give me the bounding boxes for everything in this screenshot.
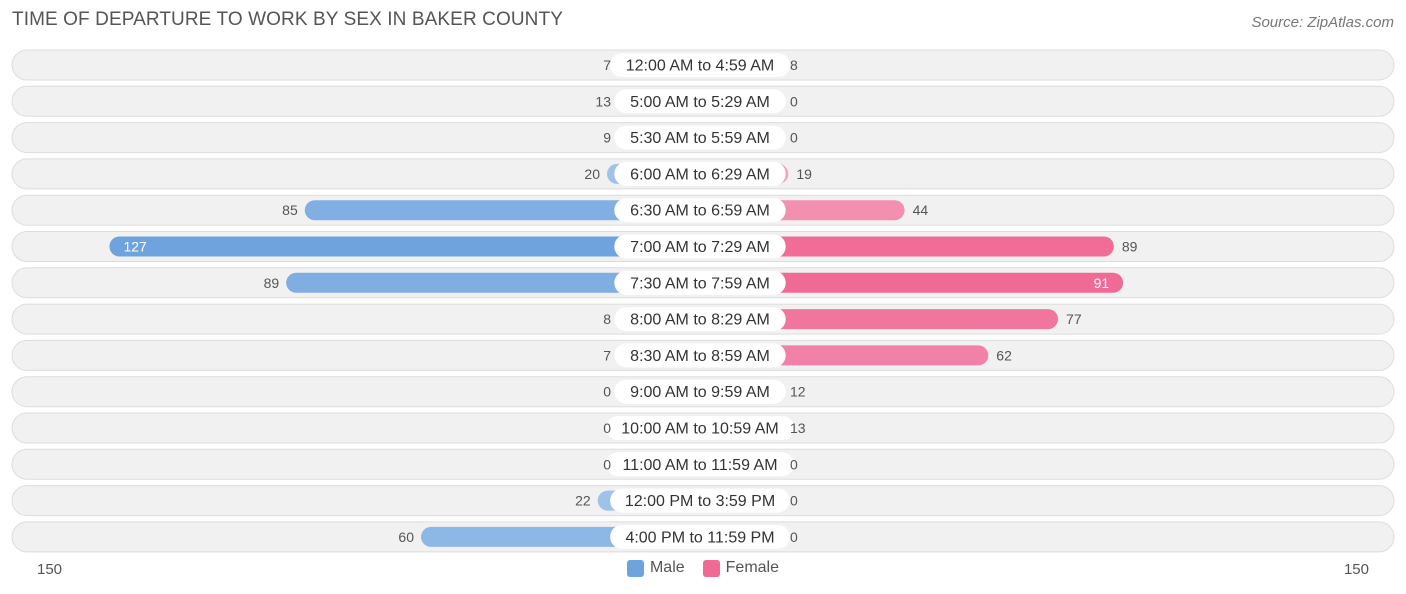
- category-label-pill: [614, 198, 786, 223]
- legend-item-female[interactable]: Female: [702, 559, 780, 577]
- value-label-female: 19: [796, 166, 812, 182]
- category-label: 7:30 AM to 7:59 AM: [630, 275, 770, 292]
- legend-label-female: Female: [725, 559, 780, 576]
- category-label-pill: [614, 270, 786, 295]
- value-label-female: 62: [996, 347, 1012, 363]
- value-label-female: 0: [790, 493, 798, 509]
- value-label-female: 0: [790, 130, 798, 146]
- category-label: 5:00 AM to 5:29 AM: [630, 94, 770, 111]
- value-label-male: 89: [264, 275, 280, 291]
- value-label-female: 0: [790, 456, 798, 472]
- bar-male: [109, 236, 700, 257]
- category-label: 8:00 AM to 8:29 AM: [630, 312, 770, 329]
- category-label: 6:00 AM to 6:29 AM: [630, 166, 770, 183]
- value-label-female: 0: [790, 93, 798, 109]
- category-label-pill: [614, 379, 786, 404]
- category-label-pill: [606, 452, 794, 477]
- axis-right-label: 150: [1343, 561, 1369, 578]
- value-label-male: 60: [398, 529, 414, 545]
- legend-item-male[interactable]: Male: [626, 559, 685, 577]
- category-label-pill: [610, 488, 790, 513]
- value-label-female: 0: [790, 529, 798, 545]
- value-label-female: 89: [1122, 239, 1138, 255]
- bar-male: [286, 272, 700, 293]
- category-label-pill: [610, 524, 790, 549]
- category-label: 4:00 PM to 11:59 PM: [625, 529, 774, 546]
- bar-female: [700, 236, 1114, 257]
- category-label-pill: [614, 234, 786, 259]
- chart-title: TIME OF DEPARTURE TO WORK BY SEX IN BAKE…: [12, 9, 563, 30]
- source-label: Source: ZipAtlas.com: [1251, 14, 1394, 31]
- legend-label-male: Male: [649, 559, 685, 576]
- category-label: 5:30 AM to 5:59 AM: [630, 130, 770, 147]
- category-label: 12:00 PM to 3:59 PM: [625, 493, 775, 510]
- value-label-male: 9: [603, 130, 611, 146]
- value-label-male: 85: [282, 202, 298, 218]
- category-label-pill: [614, 89, 786, 114]
- category-label: 11:00 AM to 11:59 AM: [622, 457, 777, 474]
- bar-male: [304, 200, 700, 221]
- value-label-male: 127: [123, 239, 147, 255]
- category-label: 12:00 AM to 4:59 AM: [626, 58, 775, 75]
- legend-swatch-male: [626, 559, 644, 577]
- value-label-male: 0: [603, 420, 611, 436]
- value-label-male: 8: [603, 311, 611, 327]
- value-label-male: 7: [603, 57, 611, 73]
- category-label: 9:00 AM to 9:59 AM: [630, 384, 770, 401]
- value-label-male: 7: [603, 347, 611, 363]
- value-label-female: 91: [1094, 275, 1110, 291]
- value-label-female: 44: [913, 202, 929, 218]
- bar-female: [700, 309, 1059, 330]
- value-label-male: 13: [595, 93, 611, 109]
- bar-female: [700, 272, 1124, 293]
- value-label-male: 0: [603, 456, 611, 472]
- value-label-female: 13: [790, 420, 806, 436]
- category-label-pill: [606, 416, 794, 440]
- axis-left-label: 150: [37, 561, 63, 578]
- value-label-female: 12: [790, 384, 806, 400]
- value-label-male: 22: [575, 493, 591, 509]
- category-label-pill: [614, 125, 786, 150]
- category-label-pill: [610, 53, 790, 77]
- category-label: 6:30 AM to 6:59 AM: [630, 203, 770, 220]
- legend: Male Female: [0, 559, 1406, 577]
- category-label-pill: [614, 161, 786, 186]
- category-label-pill: [614, 343, 786, 368]
- value-label-female: 77: [1066, 311, 1082, 327]
- category-label: 10:00 AM to 10:59 AM: [621, 421, 778, 438]
- category-label: 8:30 AM to 8:59 AM: [630, 348, 770, 365]
- value-label-male: 0: [603, 384, 611, 400]
- category-label: 7:00 AM to 7:29 AM: [630, 239, 770, 256]
- category-label-pill: [614, 307, 786, 332]
- value-label-female: 8: [790, 57, 798, 73]
- value-label-male: 20: [584, 166, 600, 182]
- legend-swatch-female: [702, 559, 720, 577]
